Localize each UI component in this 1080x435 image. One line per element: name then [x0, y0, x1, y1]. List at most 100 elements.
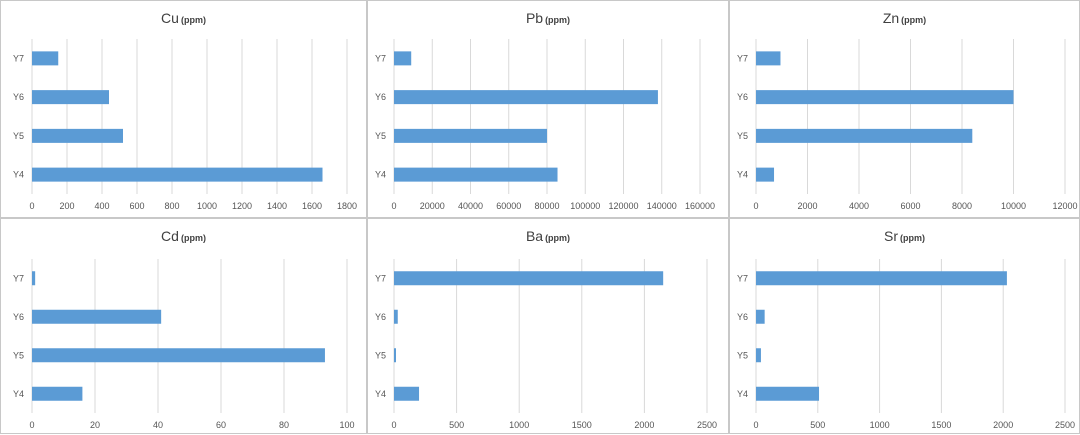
bar-y6	[756, 90, 1014, 105]
x-tick-label: 140000	[647, 201, 677, 211]
ba-bar-chart: 0 500 1000 1500 2000 2500 Y7 Y6 Y5 Y4	[375, 259, 717, 430]
y-tick-label: Y4	[737, 389, 748, 399]
bar-y6	[32, 309, 162, 324]
x-tick-label: 100	[339, 420, 354, 430]
y-tick-label: Y6	[375, 312, 386, 322]
chart-title: Cu (ppm)	[1, 10, 366, 28]
sr-bar-chart: 0 500 1000 1500 2000 2500 Y7 Y6 Y5 Y4	[737, 259, 1075, 430]
y-tick-label: Y6	[737, 312, 748, 322]
y-tick-label: Y5	[737, 350, 748, 360]
y-tick-label: Y4	[737, 170, 748, 180]
bar-y4	[394, 167, 558, 182]
ba-chart-panel: Ba (ppm) 0 500 1000 1500 2000 2500 Y7 Y6 Y5 Y4	[367, 218, 729, 434]
y-tick-label: Y6	[13, 92, 24, 102]
x-tick-label: 2000	[634, 420, 654, 430]
x-tick-label: 0	[391, 420, 396, 430]
y-tick-label: Y6	[737, 92, 748, 102]
bar-y4	[32, 386, 83, 401]
x-tick-label: 160000	[685, 201, 715, 211]
bar-y5	[394, 348, 396, 363]
x-tick-label: 600	[129, 201, 144, 211]
y-tick-label: Y7	[375, 273, 386, 283]
x-tick-label: 0	[391, 201, 396, 211]
bar-y7	[756, 51, 781, 66]
y-tick-label: Y7	[13, 53, 24, 63]
pb-bar-chart: 0 20000 40000 60000 80000 100000 120000 140000 1…	[375, 39, 715, 211]
bar-y4	[756, 386, 820, 401]
bar-y6	[394, 90, 658, 105]
bar-y7	[756, 271, 1007, 286]
x-tick-label: 800	[164, 201, 179, 211]
bar-y6	[756, 309, 765, 324]
chart-title: Cd (ppm)	[1, 228, 366, 246]
bar-y5	[756, 128, 973, 143]
y-tick-label: Y7	[737, 273, 748, 283]
y-tick-label: Y5	[375, 350, 386, 360]
chart-title: Sr (ppm)	[730, 228, 1079, 246]
x-tick-label: 1800	[337, 201, 357, 211]
y-tick-label: Y5	[13, 131, 24, 141]
x-tick-label: 2500	[1055, 420, 1075, 430]
y-tick-label: Y5	[13, 350, 24, 360]
chart-title-unit: (ppm)	[901, 15, 927, 25]
x-tick-label: 0	[753, 420, 758, 430]
x-tick-label: 8000	[952, 201, 972, 211]
x-tick-label: 40000	[458, 201, 483, 211]
bar-y7	[394, 271, 664, 286]
x-tick-label: 400	[94, 201, 109, 211]
y-tick-label: Y4	[13, 389, 24, 399]
x-tick-label: 1600	[302, 201, 322, 211]
chart-title-element: Cd	[161, 228, 179, 244]
x-tick-label: 10000	[1001, 201, 1026, 211]
x-tick-label: 80000	[534, 201, 559, 211]
x-tick-label: 1000	[197, 201, 217, 211]
x-tick-label: 0	[753, 201, 758, 211]
x-tick-label: 60	[216, 420, 226, 430]
chart-title: Pb (ppm)	[368, 10, 728, 28]
sr-chart-panel: Sr (ppm) 0 500 1000 1500 2000 2500 Y7 Y6 Y5 Y4	[729, 218, 1080, 434]
x-tick-label: 1200	[232, 201, 252, 211]
y-tick-label: Y4	[375, 170, 386, 180]
bar-y5	[32, 348, 325, 363]
x-tick-label: 0	[29, 201, 34, 211]
y-tick-label: Y6	[375, 92, 386, 102]
bar-y5	[394, 128, 547, 143]
bar-y5	[32, 128, 123, 143]
chart-title-element: Ba	[525, 228, 544, 244]
x-tick-label: 40	[153, 420, 163, 430]
chart-title: Zn (ppm)	[730, 10, 1079, 28]
x-tick-label: 6000	[900, 201, 920, 211]
zn-chart-panel: Zn (ppm) 0 2000 4000 6000 8000 10000 12000 Y7 Y6 Y…	[729, 0, 1080, 218]
x-tick-label: 60000	[496, 201, 521, 211]
bar-y7	[32, 51, 59, 66]
chart-title-element: Zn	[882, 10, 900, 26]
bar-y7	[394, 51, 412, 66]
pb-chart-panel: Pb (ppm) 0 20000 40000 60000 80000 100000 12000…	[367, 0, 729, 218]
chart-title-unit: (ppm)	[900, 233, 925, 243]
bar-y4	[32, 167, 323, 182]
x-tick-label: 1400	[267, 201, 287, 211]
chart-title-unit: (ppm)	[180, 233, 206, 243]
x-tick-label: 4000	[849, 201, 869, 211]
bar-y4	[756, 167, 775, 182]
cd-chart-panel: Cd (ppm) 0 20 40 60 80 100 Y7 Y6 Y5 Y4	[0, 218, 367, 434]
x-tick-label: 200	[59, 201, 74, 211]
x-tick-label: 80	[279, 420, 289, 430]
x-tick-label: 500	[810, 420, 825, 430]
bar-y6	[394, 309, 398, 324]
y-tick-label: Y5	[375, 131, 386, 141]
y-tick-label: Y4	[13, 170, 24, 180]
x-tick-label: 20000	[420, 201, 445, 211]
cd-bar-chart: 0 20 40 60 80 100 Y7 Y6 Y5 Y4	[13, 259, 355, 430]
y-tick-label: Y6	[13, 312, 24, 322]
x-tick-label: 1000	[870, 420, 890, 430]
bar-y4	[394, 386, 420, 401]
bar-y5	[756, 348, 761, 363]
chart-title-unit: (ppm)	[545, 15, 571, 25]
x-tick-label: 100000	[570, 201, 600, 211]
x-tick-label: 2000	[797, 201, 817, 211]
x-tick-label: 1500	[572, 420, 592, 430]
x-tick-label: 1500	[931, 420, 951, 430]
x-tick-label: 120000	[608, 201, 638, 211]
